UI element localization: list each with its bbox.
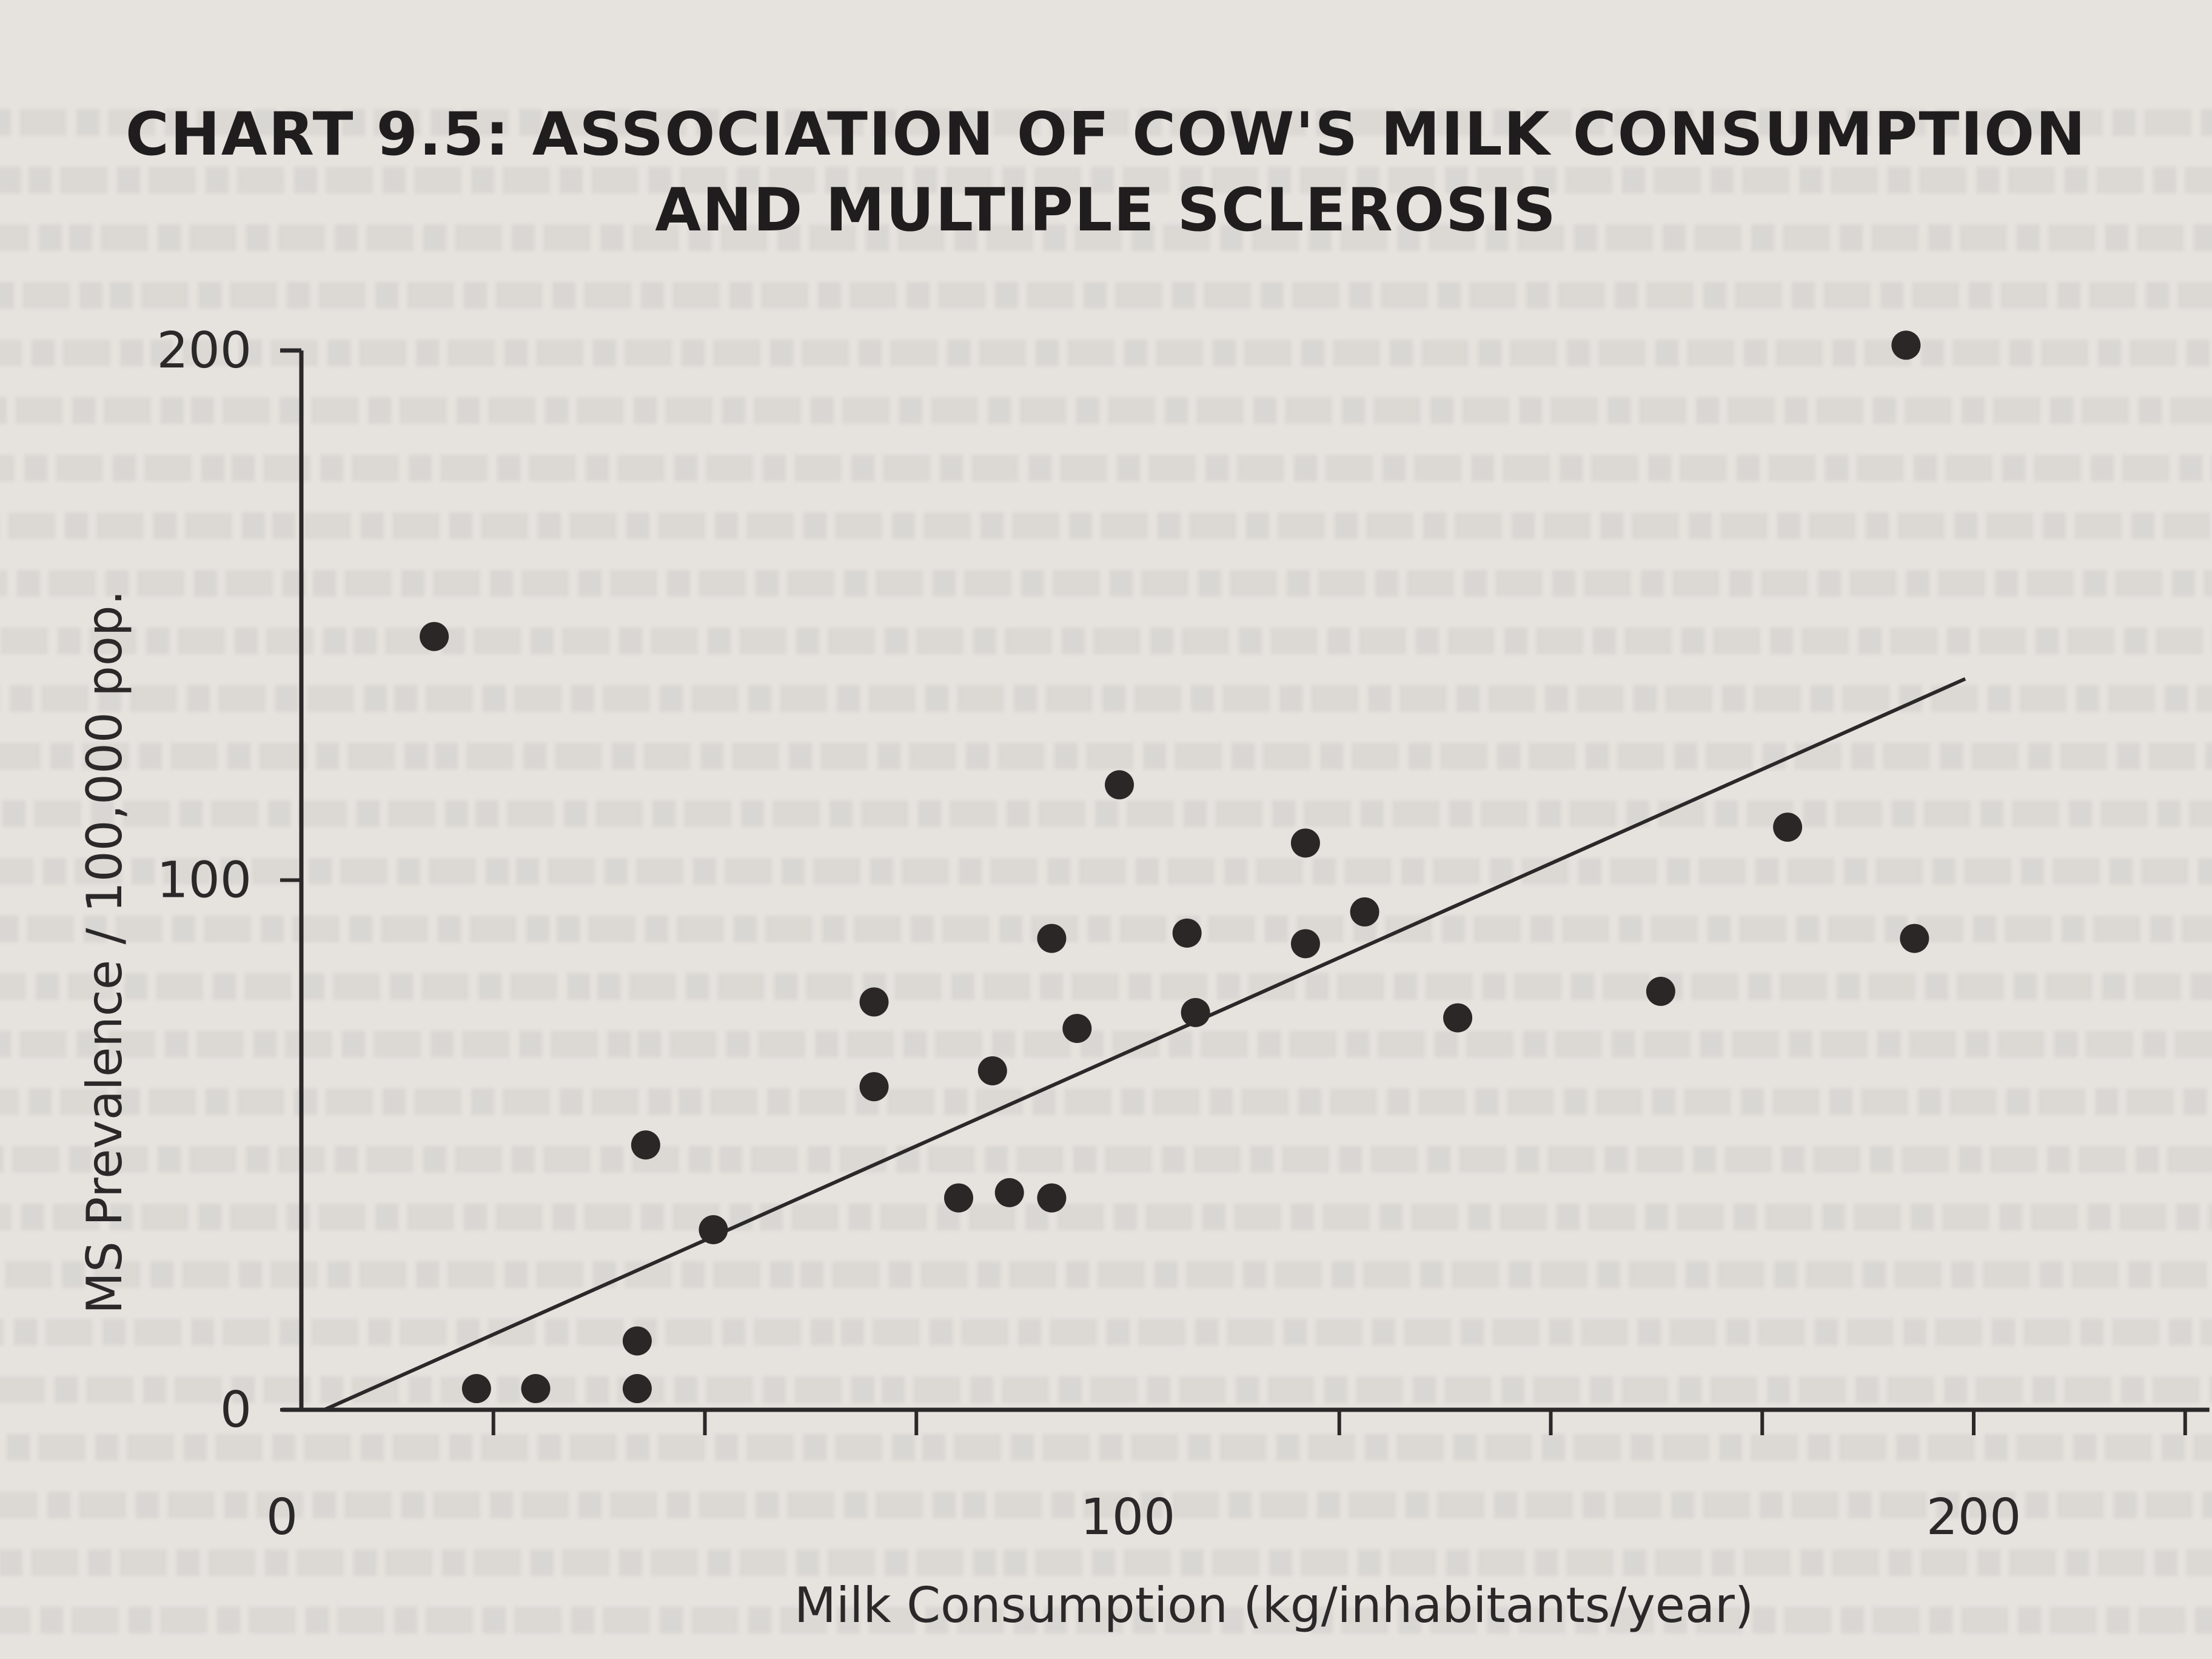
data-point	[1172, 918, 1202, 948]
data-point	[977, 1056, 1007, 1085]
y-tick-label: 100	[156, 852, 252, 910]
y-axis-label: MS Prevalence / 100,000 pop.	[76, 590, 133, 1314]
x-tick-label: 0	[266, 1489, 298, 1546]
data-point	[1105, 770, 1134, 800]
data-point	[1290, 929, 1320, 959]
data-point	[631, 1130, 660, 1160]
data-point	[1891, 330, 1921, 360]
x-tick-label: 100	[1081, 1489, 1176, 1546]
data-point	[859, 987, 889, 1017]
data-point	[1900, 923, 1929, 953]
data-point	[420, 622, 449, 651]
data-point	[622, 1326, 652, 1356]
chart-title-line-2: AND MULTIPLE SCLEROSIS	[655, 176, 1557, 245]
data-point	[994, 1178, 1024, 1207]
data-point	[1037, 1183, 1067, 1213]
data-point	[859, 1072, 889, 1102]
data-point	[1062, 1014, 1092, 1044]
data-point	[1350, 897, 1379, 927]
data-point	[461, 1374, 491, 1404]
data-point	[944, 1183, 973, 1213]
trendline-layer	[323, 677, 1966, 1412]
x-axis-label: Milk Consumption (kg/inhabitants/year)	[794, 1577, 1754, 1634]
points-layer	[420, 330, 1929, 1404]
data-point	[1443, 1003, 1473, 1033]
data-point	[521, 1374, 551, 1404]
data-point	[699, 1215, 728, 1245]
data-point	[1181, 997, 1210, 1027]
data-point	[1037, 923, 1067, 953]
data-point	[1646, 976, 1675, 1006]
trendline	[323, 677, 1966, 1412]
data-point	[622, 1374, 652, 1404]
x-tick-label: 200	[1926, 1489, 2022, 1546]
y-tick-label: 200	[156, 322, 252, 380]
axes: 0 100 200 0 100 200	[156, 322, 2210, 1546]
data-point	[1773, 813, 1803, 842]
data-point	[1290, 828, 1320, 858]
labels-layer: Milk Consumption (kg/inhabitants/year) M…	[76, 590, 1754, 1634]
y-tick-label: 0	[220, 1381, 252, 1439]
chart-title-line-1: CHART 9.5: ASSOCIATION OF COW'S MILK CON…	[125, 100, 2087, 169]
